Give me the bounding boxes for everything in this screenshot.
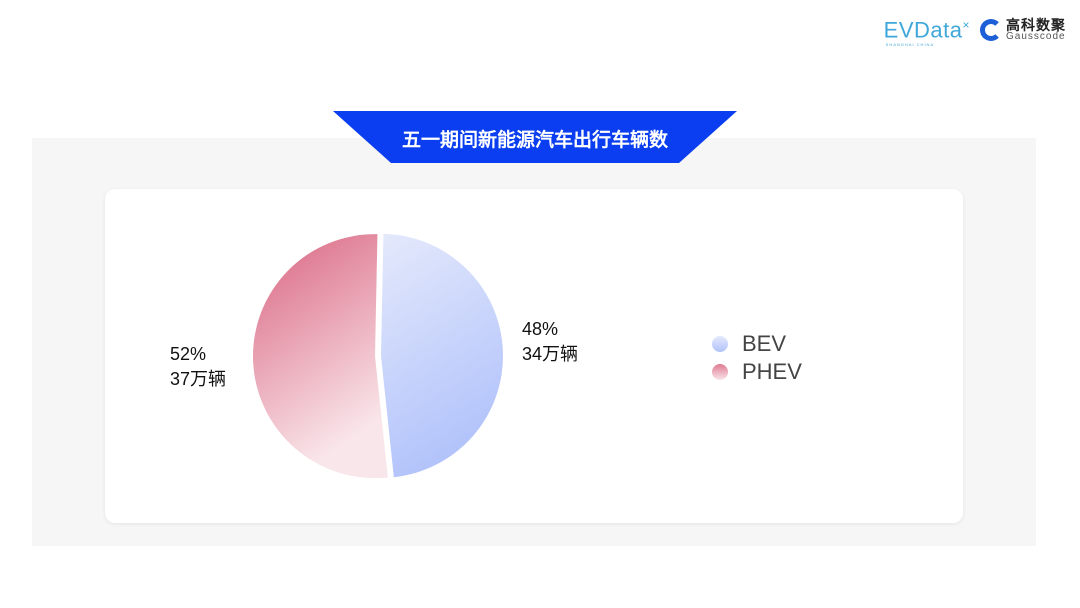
pie-slice-bev [380, 233, 503, 478]
pie-slice-phev [253, 234, 388, 479]
title-banner: 五一期间新能源汽车出行车辆数 [333, 111, 737, 163]
gausscode-icon [980, 19, 1002, 41]
chart-title: 五一期间新能源汽车出行车辆数 [401, 130, 668, 151]
evdata-logo: EVData× SHANGHAI CHINA [883, 17, 970, 47]
legend: BEV PHEV [712, 330, 802, 386]
logos: EVData× SHANGHAI CHINA 高科数聚 Gausscode [883, 17, 1066, 47]
legend-item-phev: PHEV [712, 358, 802, 386]
gausscode-logo: 高科数聚 Gausscode [980, 18, 1066, 42]
bev-data-label: 48% 34万辆 [522, 319, 579, 364]
legend-swatch-phev [712, 364, 728, 380]
legend-swatch-bev [712, 336, 728, 352]
legend-item-bev: BEV [712, 330, 802, 358]
chart-card [105, 189, 963, 523]
phev-data-label: 52% 37万辆 [170, 344, 227, 389]
